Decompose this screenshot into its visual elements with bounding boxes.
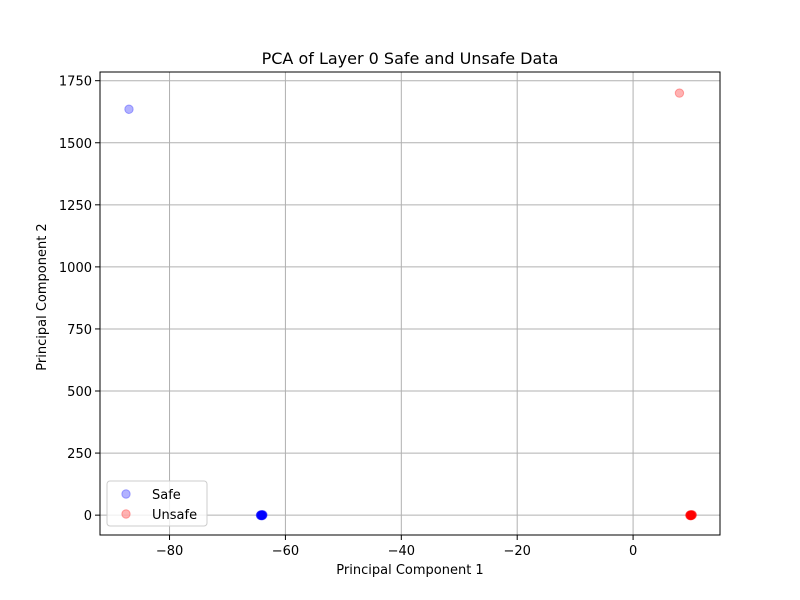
y-tick-label: 1750	[59, 75, 92, 90]
y-tick-label: 250	[67, 447, 92, 462]
y-tick-label: 1500	[59, 137, 92, 152]
unsafe-point	[685, 509, 696, 520]
unsafe-point	[687, 509, 697, 520]
y-tick-label: 1250	[59, 199, 92, 214]
unsafe-point	[686, 510, 697, 520]
safe-point	[257, 510, 267, 520]
grid	[100, 72, 720, 535]
safe-point	[257, 510, 267, 521]
y-tick-label: 1000	[59, 261, 92, 276]
x-tick-label: −20	[503, 544, 530, 559]
chart-title: PCA of Layer 0 Safe and Unsafe Data	[262, 49, 559, 68]
safe-point	[256, 510, 266, 520]
safe-point	[256, 510, 267, 520]
unsafe-point	[686, 510, 696, 521]
data-points	[124, 88, 697, 521]
legend-label-safe: Safe	[152, 488, 181, 503]
safe-point	[258, 510, 268, 520]
x-tick-label: −60	[272, 544, 299, 559]
unsafe-point	[674, 88, 685, 98]
unsafe-point	[685, 510, 696, 521]
safe-point	[256, 510, 266, 521]
safe-point	[258, 509, 268, 520]
safe-point	[256, 510, 267, 521]
legend-box	[106, 480, 208, 527]
safe-point	[255, 510, 266, 521]
legend-marker-safe	[121, 489, 131, 499]
x-tick-label: −40	[388, 544, 415, 559]
safe-point	[257, 510, 267, 520]
axis-ticks: −80 −60 −40 −20 0 0 250 500 750 1000 1250 1500 1750	[59, 75, 637, 559]
legend-marker-unsafe	[121, 509, 131, 519]
safe-point	[255, 510, 266, 520]
unsafe-point	[685, 510, 695, 521]
unsafe-point	[687, 510, 697, 520]
x-tick-label: −80	[156, 544, 183, 559]
plot-frame	[99, 71, 721, 536]
legend-label-unsafe: Unsafe	[152, 508, 197, 523]
y-tick-label: 0	[84, 509, 92, 524]
unsafe-point	[685, 510, 696, 520]
legend: Safe Unsafe	[106, 480, 208, 527]
y-tick-label: 500	[67, 385, 92, 400]
unsafe-point	[685, 510, 695, 520]
x-axis-title: Principal Component 1	[336, 563, 483, 578]
unsafe-point	[686, 510, 696, 520]
safe-point	[124, 104, 134, 114]
y-tick-label: 750	[67, 323, 92, 338]
unsafe-point	[686, 510, 697, 520]
y-axis-title: Principal Component 2	[35, 223, 50, 370]
x-tick-label: 0	[629, 544, 637, 559]
safe-point	[256, 509, 266, 520]
unsafe-point	[686, 510, 696, 521]
